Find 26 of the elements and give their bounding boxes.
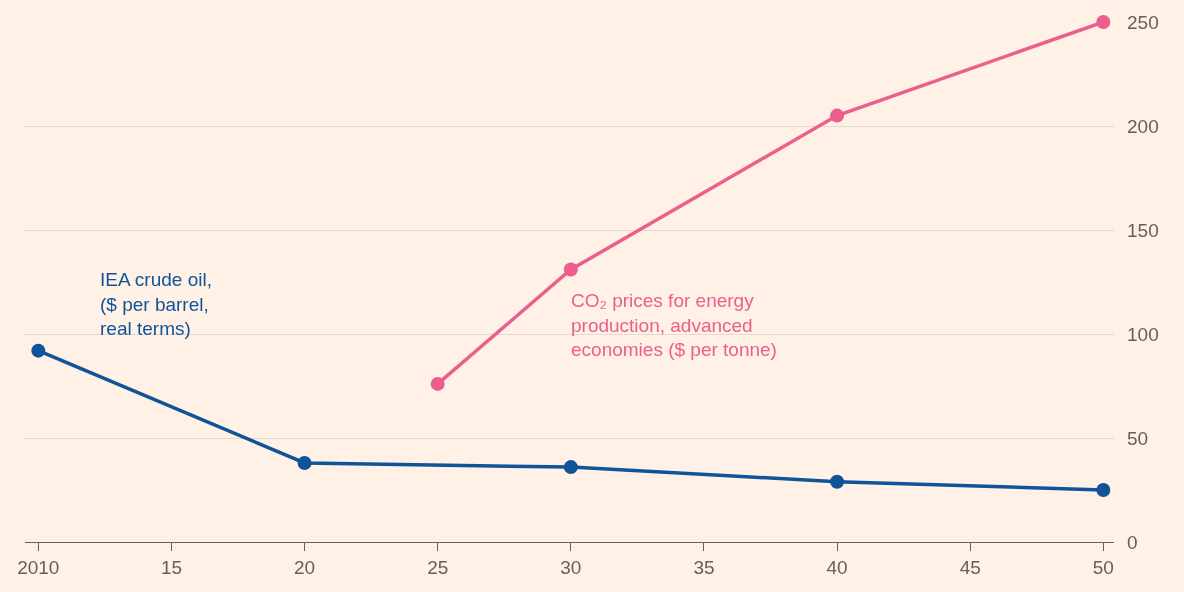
x-tick-label: 2010 — [17, 556, 60, 578]
x-tick-label: 25 — [427, 556, 449, 578]
y-tick-label: 250 — [1127, 11, 1159, 33]
x-tick-label: 40 — [826, 556, 848, 578]
point — [1096, 15, 1111, 29]
y-tick-label: 0 — [1127, 531, 1138, 553]
x-tick-label: 30 — [560, 556, 582, 578]
point — [297, 455, 312, 470]
series-label: IEA crude oil, ($ per barrel, real terms) — [100, 269, 212, 340]
y-tick-label: 100 — [1127, 323, 1159, 345]
point — [830, 474, 845, 489]
x-tick-label: 35 — [693, 556, 715, 578]
point — [830, 108, 845, 123]
y-tick-label: 150 — [1127, 219, 1159, 241]
series-label: CO₂ prices for energy production, advanced economies ($ per tonne) — [571, 290, 777, 361]
x-tick-label: 20 — [294, 556, 316, 578]
x-tick-label: 15 — [160, 556, 183, 578]
point — [430, 376, 445, 391]
point — [1096, 483, 1111, 497]
point — [563, 460, 578, 475]
y-tick-label: 200 — [1127, 115, 1159, 137]
point — [31, 343, 46, 358]
y-tick-label: 50 — [1127, 427, 1149, 449]
point — [563, 262, 578, 277]
x-tick-label: 50 — [1092, 556, 1114, 578]
x-tick-label: 45 — [959, 556, 981, 578]
